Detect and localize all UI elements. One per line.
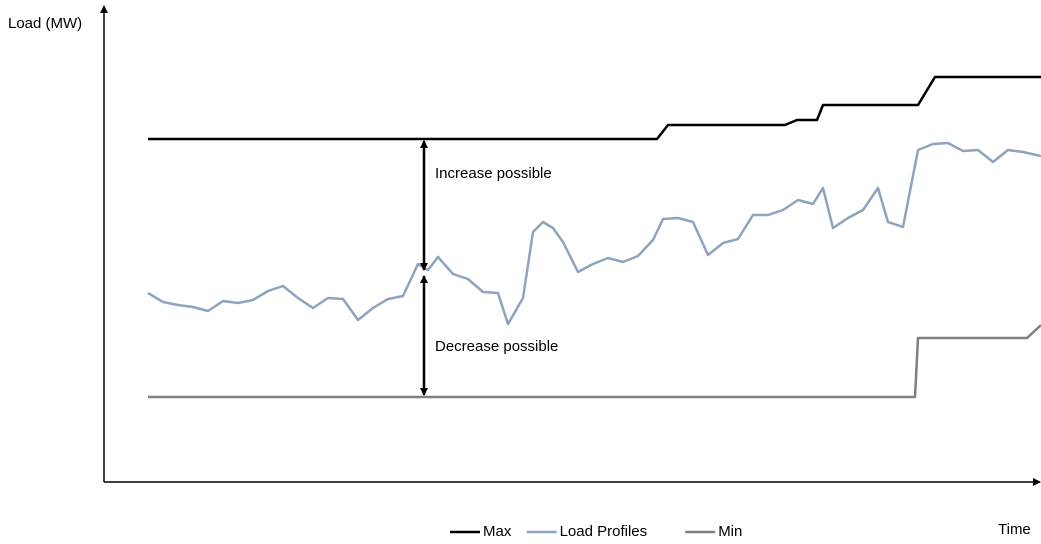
- series-line: [148, 324, 1041, 399]
- plot: [147, 75, 1041, 399]
- annotation: Decrease possible: [435, 338, 558, 355]
- legend: Max Load Profiles Min: [450, 523, 742, 540]
- y-axis-label: Load (MW): [8, 15, 82, 32]
- series-line: [148, 75, 1041, 141]
- legend-label: Load Profiles: [560, 523, 648, 540]
- legend-label: Max: [483, 523, 512, 540]
- annotation: Increase possible: [435, 165, 552, 182]
- x-axis-label: Time: [998, 521, 1031, 538]
- series-line: [147, 141, 1041, 326]
- legend-label: Min: [718, 523, 742, 540]
